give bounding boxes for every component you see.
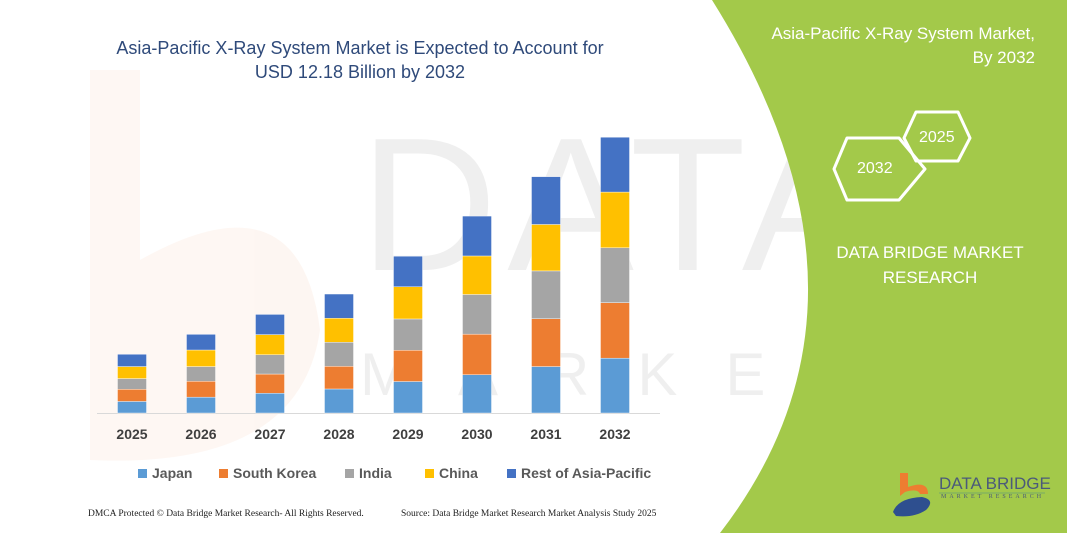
bar-segment-china-2025 bbox=[117, 366, 147, 379]
legend-swatch bbox=[219, 468, 228, 478]
x-tick-label-2031: 2031 bbox=[530, 426, 562, 442]
bar-segment-south-korea-2031 bbox=[531, 318, 561, 367]
legend-label: China bbox=[439, 465, 478, 481]
bar-segment-south-korea-2029 bbox=[393, 350, 423, 382]
legend-swatch bbox=[138, 468, 147, 478]
bar-segment-india-2028 bbox=[324, 342, 354, 367]
x-tick-label-2029: 2029 bbox=[392, 426, 424, 442]
bar-segment-china-2032 bbox=[600, 191, 630, 249]
bar-segment-india-2026 bbox=[186, 366, 216, 382]
bar-segment-japan-2025 bbox=[117, 401, 147, 414]
bar-segment-rest-of-asia-pacific-2031 bbox=[531, 176, 561, 225]
x-tick-label-2025: 2025 bbox=[116, 426, 148, 442]
side-title: Asia-Pacific X-Ray System Market, By 203… bbox=[715, 22, 1035, 70]
bar-segment-rest-of-asia-pacific-2030 bbox=[462, 215, 492, 257]
bar-segment-china-2030 bbox=[462, 255, 492, 295]
brand-line2: RESEARCH bbox=[882, 268, 978, 287]
stacked-bar-chart bbox=[97, 137, 660, 414]
bar-segment-china-2027 bbox=[255, 334, 285, 355]
bar-segment-rest-of-asia-pacific-2028 bbox=[324, 293, 354, 319]
legend-swatch bbox=[425, 468, 434, 478]
bar-segment-japan-2026 bbox=[186, 396, 216, 414]
logo-name: DATA BRIDGE bbox=[939, 474, 1051, 493]
chart-title: Asia-Pacific X-Ray System Market is Expe… bbox=[90, 36, 630, 84]
side-title-line1: Asia-Pacific X-Ray System Market, bbox=[771, 24, 1035, 43]
bar-segment-india-2029 bbox=[393, 318, 423, 351]
legend-label: Rest of Asia-Pacific bbox=[521, 465, 652, 481]
legend-japan: Japan bbox=[138, 465, 192, 481]
side-title-line2: By 2032 bbox=[972, 48, 1035, 67]
legend-label: South Korea bbox=[233, 465, 317, 481]
brand-line1: DATA BRIDGE MARKET bbox=[836, 243, 1024, 262]
bar-segment-japan-2028 bbox=[324, 388, 354, 414]
legend-swatch bbox=[345, 468, 354, 478]
bar-segment-south-korea-2027 bbox=[255, 373, 285, 394]
bar-segment-japan-2031 bbox=[531, 366, 561, 414]
legend-swatch bbox=[507, 468, 516, 478]
bar-segment-india-2025 bbox=[117, 378, 147, 390]
x-tick-label-2030: 2030 bbox=[461, 426, 493, 442]
bar-segment-china-2031 bbox=[531, 224, 561, 272]
hex-label-2025: 2025 bbox=[919, 129, 955, 146]
chart-title-line1: Asia-Pacific X-Ray System Market is Expe… bbox=[116, 38, 604, 58]
legend-china: China bbox=[425, 465, 478, 481]
hexagon-2025 bbox=[902, 110, 972, 163]
bar-segment-japan-2029 bbox=[393, 381, 423, 414]
x-tick-label-2026: 2026 bbox=[185, 426, 217, 442]
bar-segment-south-korea-2030 bbox=[462, 333, 492, 375]
legend-label: Japan bbox=[152, 465, 193, 481]
copyright-text: DMCA Protected © Data Bridge Market Rese… bbox=[88, 509, 364, 519]
green-side-panel bbox=[712, 0, 1067, 533]
bar-segment-south-korea-2032 bbox=[600, 302, 630, 359]
bar-segment-south-korea-2026 bbox=[186, 381, 216, 398]
logo-tagline: MARKET RESEARCH bbox=[941, 494, 1045, 500]
bar-segment-rest-of-asia-pacific-2027 bbox=[255, 314, 285, 335]
bar-segment-south-korea-2028 bbox=[324, 366, 354, 390]
bar-segment-china-2028 bbox=[324, 318, 354, 343]
bar-segment-south-korea-2025 bbox=[117, 389, 147, 402]
source-text: Source: Data Bridge Market Research Mark… bbox=[401, 509, 657, 519]
bar-segment-rest-of-asia-pacific-2029 bbox=[393, 255, 423, 287]
x-tick-label-2028: 2028 bbox=[323, 426, 355, 442]
bar-segment-japan-2027 bbox=[255, 393, 285, 414]
brand-text: DATA BRIDGE MARKET RESEARCH bbox=[820, 240, 1040, 290]
bar-segment-rest-of-asia-pacific-2025 bbox=[117, 354, 147, 367]
bar-segment-india-2027 bbox=[255, 354, 285, 375]
logo-icon bbox=[893, 473, 1045, 517]
bar-segment-india-2032 bbox=[600, 247, 630, 303]
legend-india: India bbox=[345, 465, 392, 481]
bar-segment-japan-2030 bbox=[462, 374, 492, 414]
hexagon-2032 bbox=[832, 136, 927, 202]
bar-segment-japan-2032 bbox=[600, 357, 630, 414]
hex-label-2032: 2032 bbox=[857, 160, 893, 177]
bar-segment-rest-of-asia-pacific-2026 bbox=[186, 334, 216, 351]
bar-segment-china-2029 bbox=[393, 286, 423, 320]
legend-rest-of-asia-pacific: Rest of Asia-Pacific bbox=[507, 465, 651, 481]
legend-label: India bbox=[359, 465, 392, 481]
bar-segment-rest-of-asia-pacific-2032 bbox=[600, 137, 630, 193]
legend-south-korea: South Korea bbox=[219, 465, 316, 481]
bar-segment-india-2031 bbox=[531, 270, 561, 319]
bar-segment-china-2026 bbox=[186, 349, 216, 367]
x-tick-label-2027: 2027 bbox=[254, 426, 286, 442]
chart-title-line2: USD 12.18 Billion by 2032 bbox=[254, 62, 466, 82]
bar-segment-india-2030 bbox=[462, 294, 492, 335]
x-tick-label-2032: 2032 bbox=[599, 426, 631, 442]
